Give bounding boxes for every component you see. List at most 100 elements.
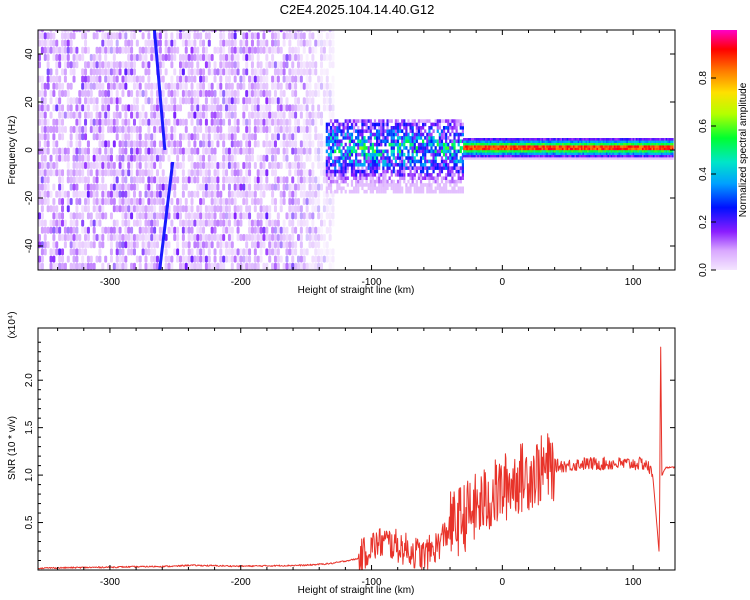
heatmap-cell bbox=[434, 186, 437, 191]
heatmap-cell bbox=[118, 30, 122, 33]
heatmap-cell bbox=[413, 132, 416, 137]
heatmap-cell bbox=[357, 119, 360, 123]
heatmap-cell bbox=[325, 162, 328, 167]
heatmap-cell bbox=[361, 186, 364, 191]
heatmap-cell bbox=[86, 226, 90, 234]
heatmap-cell bbox=[657, 142, 660, 146]
heatmap-cell bbox=[430, 189, 433, 194]
heatmap-cell bbox=[115, 154, 119, 162]
heatmap-cell bbox=[571, 147, 574, 151]
heatmap-cell bbox=[651, 138, 654, 141]
heatmap-cell bbox=[591, 152, 594, 155]
heatmap-cell bbox=[602, 157, 605, 160]
heatmap-cell bbox=[524, 147, 527, 151]
heatmap-cell bbox=[478, 140, 481, 143]
heatmap-cell bbox=[361, 122, 364, 127]
heatmap-cell bbox=[43, 133, 47, 141]
heatmap-cell bbox=[271, 61, 275, 69]
heatmap-cell bbox=[75, 176, 79, 184]
heatmap-cell bbox=[262, 126, 266, 133]
heatmap-cell bbox=[475, 147, 478, 151]
heatmap-cell bbox=[440, 166, 444, 170]
heatmap-cell bbox=[612, 150, 615, 153]
heatmap-cell bbox=[599, 157, 602, 160]
heatmap-cell bbox=[190, 90, 194, 97]
heatmap-cell bbox=[415, 186, 418, 191]
heatmap-cell bbox=[485, 152, 487, 155]
heatmap-cell bbox=[422, 122, 425, 127]
heatmap-cell bbox=[305, 39, 309, 47]
heatmap-cell bbox=[279, 118, 283, 126]
heatmap-cell bbox=[308, 183, 312, 191]
heatmap-cell bbox=[549, 142, 552, 146]
heatmap-cell bbox=[155, 234, 159, 241]
heatmap-cell bbox=[635, 157, 638, 160]
heatmap-cell bbox=[587, 154, 589, 158]
heatmap-cell bbox=[233, 30, 237, 33]
heatmap-cell bbox=[533, 150, 536, 153]
heatmap-cell bbox=[233, 162, 237, 169]
heatmap-cell bbox=[46, 118, 50, 126]
heatmap-cell bbox=[210, 262, 214, 270]
heatmap-cell bbox=[115, 75, 119, 83]
heatmap-cell bbox=[399, 142, 402, 147]
heatmap-cell bbox=[109, 82, 113, 90]
heatmap-cell bbox=[190, 82, 194, 90]
heatmap-cell bbox=[541, 154, 544, 158]
heatmap-cell bbox=[643, 142, 646, 146]
heatmap-cell bbox=[144, 219, 148, 227]
heatmap-cell bbox=[144, 169, 148, 177]
heatmap-cell bbox=[615, 142, 618, 146]
heatmap-cell bbox=[75, 140, 79, 148]
heatmap-cell bbox=[424, 119, 427, 123]
heatmap-cell bbox=[92, 183, 96, 191]
heatmap-cell bbox=[415, 183, 418, 187]
heatmap-cell bbox=[46, 169, 50, 177]
heatmap-cell bbox=[66, 234, 70, 241]
heatmap-cell bbox=[259, 234, 263, 241]
heatmap-cell bbox=[428, 149, 431, 154]
heatmap-cell bbox=[409, 136, 412, 140]
heatmap-cell bbox=[299, 169, 303, 177]
heatmap-cell bbox=[616, 138, 619, 141]
heatmap-cell bbox=[392, 162, 395, 167]
heatmap-cell bbox=[230, 162, 234, 169]
heatmap-cell bbox=[193, 176, 197, 184]
heatmap-cell bbox=[69, 226, 73, 234]
heatmap-cell bbox=[63, 30, 67, 33]
heatmap-cell bbox=[184, 241, 188, 249]
heatmap-cell bbox=[86, 30, 90, 33]
heatmap-cell bbox=[276, 30, 280, 33]
heatmap-cell bbox=[294, 32, 298, 40]
heatmap-cell bbox=[432, 122, 435, 127]
heatmap-cell bbox=[127, 118, 131, 126]
heatmap-cell bbox=[627, 154, 630, 158]
heatmap-cell bbox=[344, 176, 347, 180]
heatmap-cell bbox=[101, 176, 105, 184]
heatmap-cell bbox=[72, 190, 76, 198]
heatmap-cell bbox=[84, 205, 88, 213]
heatmap-cell bbox=[271, 248, 275, 256]
heatmap-cell bbox=[403, 139, 406, 144]
heatmap-cell bbox=[516, 150, 519, 153]
heatmap-cell bbox=[591, 142, 594, 146]
heatmap-cell bbox=[530, 142, 533, 146]
heatmap-cell bbox=[314, 111, 318, 119]
heatmap-cell bbox=[311, 46, 315, 54]
heatmap-cell bbox=[219, 54, 223, 61]
heatmap-cell bbox=[461, 126, 464, 130]
heatmap-cell bbox=[259, 183, 263, 191]
heatmap-cell bbox=[457, 136, 460, 140]
heatmap-cell bbox=[141, 75, 145, 83]
heatmap-cell bbox=[187, 140, 191, 148]
heatmap-cell bbox=[472, 142, 475, 146]
heatmap-cell bbox=[69, 176, 73, 184]
heatmap-cell bbox=[250, 234, 254, 241]
heatmap-cell bbox=[459, 179, 462, 184]
heatmap-cell bbox=[225, 147, 229, 155]
heatmap-cell bbox=[176, 90, 180, 97]
heatmap-cell bbox=[607, 138, 610, 141]
heatmap-cell bbox=[61, 234, 65, 241]
heatmap-cell bbox=[242, 39, 246, 47]
heatmap-cell bbox=[599, 152, 602, 155]
